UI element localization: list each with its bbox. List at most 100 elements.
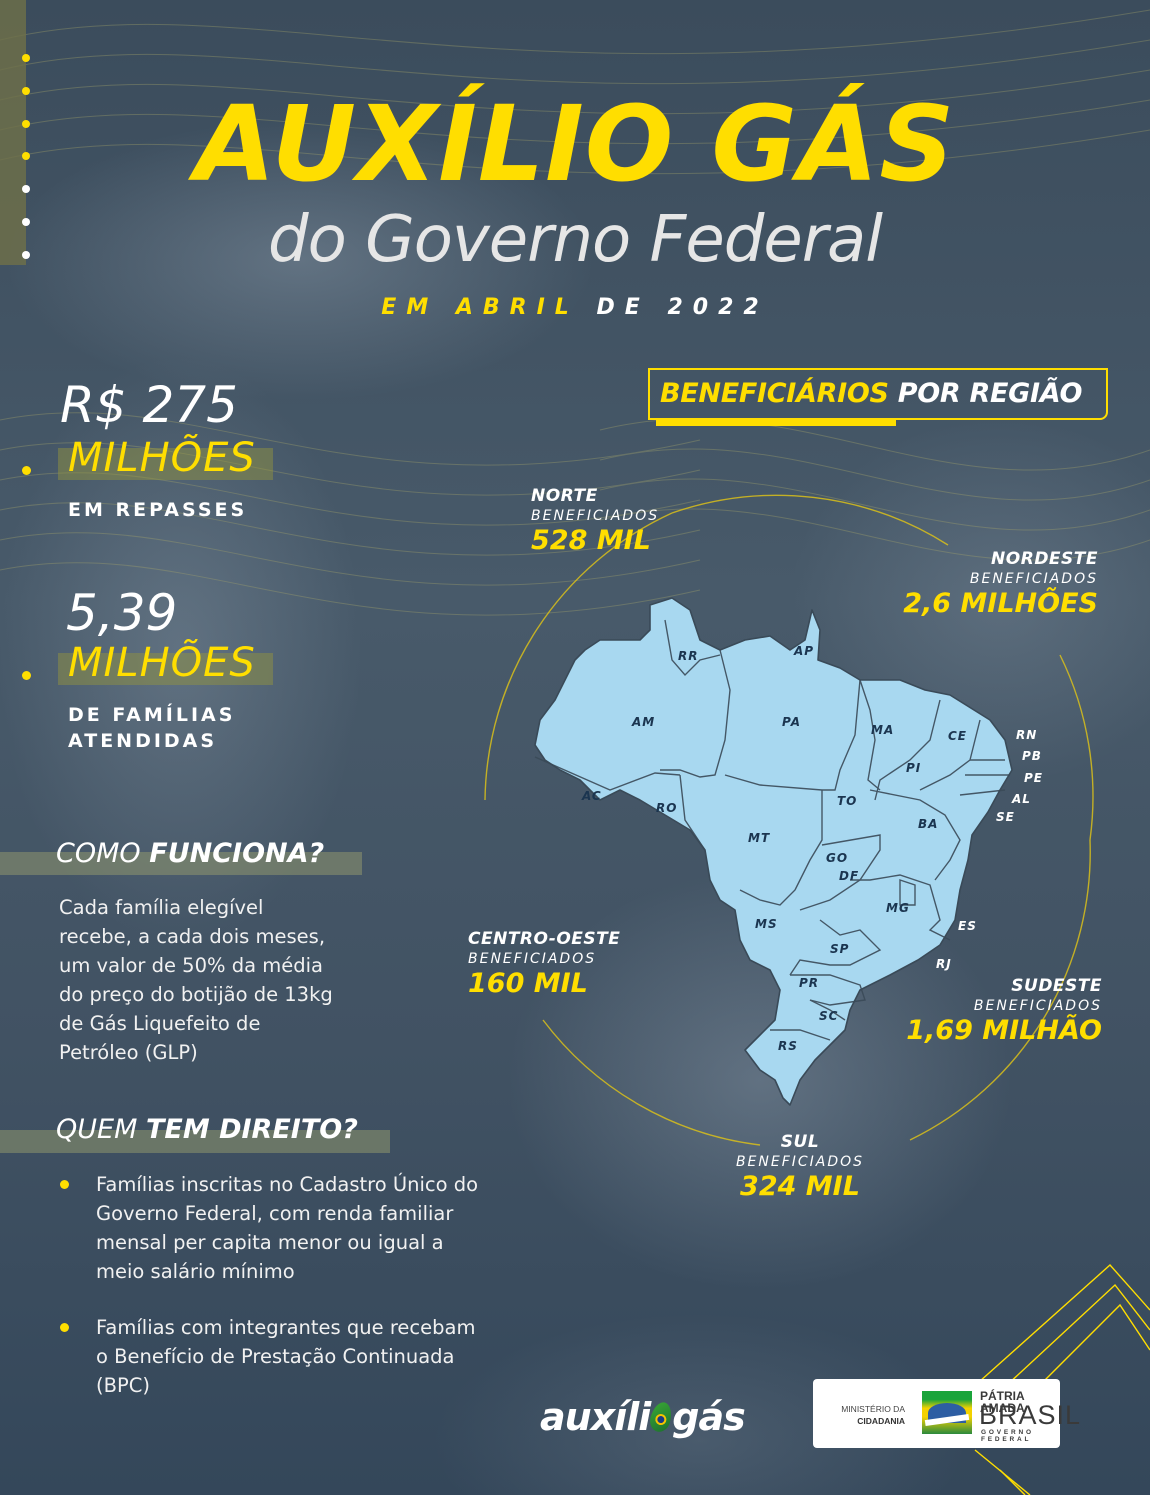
gov-country: BRASIL	[979, 1400, 1082, 1430]
page-subtitle: do Governo Federal	[268, 203, 883, 277]
stat-repasses-unit-block: MILHÕES	[58, 435, 273, 481]
state-label: SE	[996, 810, 1015, 824]
state-label: RS	[778, 1039, 798, 1053]
region-name: SUL	[780, 1132, 820, 1152]
state-label: SP	[830, 942, 849, 956]
stat-repasses-unit: MILHÕES	[68, 435, 256, 481]
region-value: 324 MIL	[740, 1171, 860, 1202]
state-label: MG	[886, 901, 910, 915]
region-panel-title: BENEFICIÁRIOS POR REGIÃO	[660, 380, 1082, 407]
brand-text-right: gás	[672, 1395, 745, 1439]
region-value: 528 MIL	[531, 525, 651, 556]
stat-familias-description: DE FAMÍLIAS ATENDIDAS	[68, 702, 235, 754]
date-suffix: DE 2022	[596, 295, 769, 320]
stat-familias-value: 5,39	[66, 584, 178, 642]
region-name: SUDESTE	[1011, 976, 1102, 996]
stat-repasses-description: EM REPASSES	[68, 499, 248, 521]
region-sudeste: SUDESTE BENEFICIADOS 1,69 MILHÃO	[900, 976, 1102, 1045]
state-label: PA	[782, 715, 801, 729]
brand-text-left: auxíli	[540, 1395, 651, 1439]
state-label: CE	[948, 729, 967, 743]
state-label: SC	[819, 1009, 838, 1023]
region-title-rest: POR REGIÃO	[897, 378, 1083, 409]
region-sub-label: BENEFICIADOS	[468, 951, 597, 967]
list-item-text: Famílias inscritas no Cadastro Único do …	[96, 1173, 479, 1283]
page-title: AUXÍLIO GÁS	[194, 83, 956, 205]
region-nordeste: NORDESTE BENEFICIADOS 2,6 MILHÕES	[900, 549, 1098, 619]
region-value: 160 MIL	[468, 968, 588, 999]
state-label: PE	[1024, 771, 1043, 785]
state-label: DF	[839, 869, 859, 883]
bullet-dot-icon	[60, 1180, 69, 1189]
date-prefix: EM ABRIL	[381, 295, 579, 320]
state-label: RR	[678, 649, 698, 663]
date-line: EM ABRIL DE 2022	[0, 297, 1150, 319]
list-item: Famílias com integrantes que recebam o B…	[60, 1313, 480, 1400]
region-centro-oeste: CENTRO-OESTE BENEFICIADOS 160 MIL	[468, 929, 621, 999]
ministry-line: CIDADANIA	[857, 1416, 905, 1426]
stat-familias-unit-block: MILHÕES	[58, 640, 273, 686]
text-line: Cada família elegível	[59, 896, 264, 919]
state-label: TO	[837, 794, 857, 808]
state-label: BA	[918, 817, 938, 831]
left-decorative-strip	[0, 0, 26, 265]
text-line: de Gás Liquefeito de	[59, 1012, 261, 1035]
section-highlight-bar	[0, 1130, 390, 1153]
brazil-flag-icon	[922, 1391, 972, 1434]
state-label: MT	[748, 831, 770, 845]
text-line: Petróleo (GLP)	[59, 1041, 198, 1064]
state-label: MA	[871, 723, 894, 737]
heading-light-part: COMO	[56, 838, 141, 869]
circle-arc	[484, 512, 673, 801]
state-label: PI	[906, 761, 921, 775]
highlight-bar	[58, 448, 273, 480]
stat-familias-unit: MILHÕES	[68, 640, 256, 686]
state-label: GO	[826, 851, 848, 865]
state-label: MS	[755, 917, 778, 931]
government-logo-box: MINISTÉRIO DA CIDADANIA PÁTRIA AMADA BRA…	[813, 1379, 1080, 1448]
state-label: AM	[631, 715, 655, 729]
bullet-dot-icon	[60, 1323, 69, 1332]
highlight-bar	[58, 653, 273, 685]
section-heading-quem-tem-direito: QUEM TEM DIREITO?	[56, 1116, 358, 1143]
ministry-label: MINISTÉRIO DA CIDADANIA	[825, 1403, 905, 1427]
region-sub-label: BENEFICIADOS	[969, 571, 1098, 587]
region-sub-label: BENEFICIADOS	[735, 1154, 865, 1170]
gov-slogan: PÁTRIA AMADA	[980, 1389, 1025, 1415]
ministry-line: MINISTÉRIO DA	[841, 1404, 905, 1414]
region-value: 2,6 MILHÕES	[903, 588, 1098, 619]
state-label: RJ	[936, 957, 952, 971]
list-item-text: Famílias com integrantes que recebam o B…	[96, 1316, 476, 1397]
list-item: Famílias inscritas no Cadastro Único do …	[60, 1170, 480, 1286]
region-sul: SUL BENEFICIADOS 324 MIL	[720, 1132, 880, 1202]
heading-bold-part: FUNCIONA?	[149, 838, 325, 869]
decorative-dot-icon	[22, 185, 30, 193]
region-name: NORTE	[531, 486, 598, 506]
stat-familias-description-line: ATENDIDAS	[68, 730, 218, 752]
section-highlight-bar	[0, 852, 362, 875]
state-label: RO	[656, 801, 677, 815]
gov-name: GOVERNO FEDERAL	[981, 1429, 1034, 1443]
eligibility-list: Famílias inscritas no Cadastro Único do …	[60, 1170, 480, 1427]
state-label: AL	[1011, 792, 1031, 806]
heading-light-part: QUEM	[56, 1114, 138, 1145]
decorative-dot-icon	[22, 152, 30, 160]
region-title-highlight: BENEFICIÁRIOS	[660, 378, 889, 409]
bullet-dot-icon	[22, 671, 31, 680]
region-name: NORDESTE	[991, 549, 1098, 569]
state-label: RN	[1016, 728, 1037, 742]
stat-repasses-value: R$ 275	[60, 376, 238, 434]
region-norte: NORTE BENEFICIADOS 528 MIL	[531, 486, 660, 556]
heading-bold-part: TEM DIREITO?	[145, 1114, 358, 1145]
state-label: AC	[581, 789, 602, 803]
decorative-corner-lines	[969, 1264, 1150, 1495]
region-name: CENTRO-OESTE	[468, 929, 621, 949]
state-label: PR	[799, 976, 819, 990]
region-sub-label: BENEFICIADOS	[531, 508, 660, 524]
decorative-dot-icon	[22, 120, 30, 128]
state-label: PB	[1022, 749, 1042, 763]
section-heading-como-funciona: COMO FUNCIONA?	[56, 840, 324, 867]
text-line: recebe, a cada dois meses,	[59, 925, 326, 948]
state-label: ES	[958, 919, 977, 933]
